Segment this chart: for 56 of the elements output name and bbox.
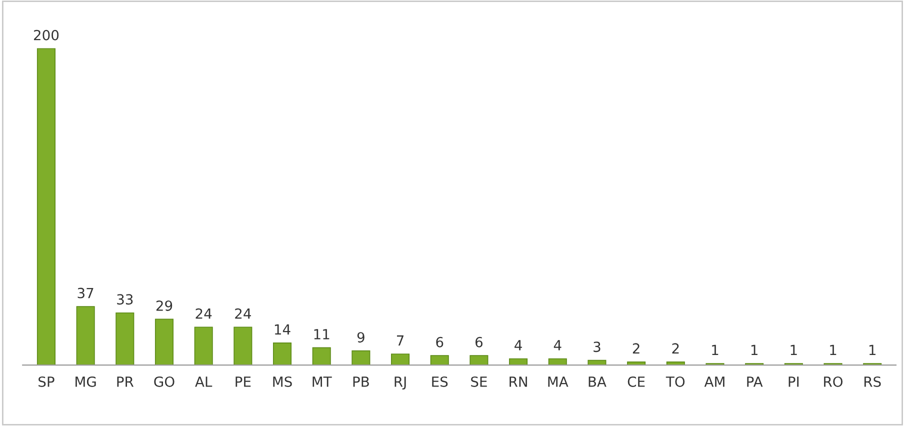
x-tick-label: PI <box>788 376 799 387</box>
data-label: 29 <box>156 300 172 311</box>
data-label: 37 <box>78 288 94 298</box>
bar <box>194 326 213 366</box>
data-label: 1 <box>712 344 718 356</box>
bar <box>272 342 292 366</box>
data-label: 33 <box>117 294 133 305</box>
x-tick-label: RJ <box>394 376 406 390</box>
bar <box>234 326 252 366</box>
data-label: 1 <box>869 344 876 356</box>
x-tick-label: RO <box>824 376 843 387</box>
data-label: 1 <box>751 344 758 356</box>
bar <box>430 355 449 366</box>
x-tick-label: SP <box>38 376 54 387</box>
bar <box>312 347 331 366</box>
data-label: 11 <box>314 329 330 340</box>
data-label: 4 <box>554 340 562 350</box>
x-tick-label: BA <box>588 376 606 387</box>
x-tick-label: ES <box>432 376 448 387</box>
x-tick-label: PA <box>747 376 763 387</box>
x-tick-label: GO <box>154 376 174 387</box>
bar <box>352 350 370 366</box>
data-label: 3 <box>594 342 600 352</box>
x-tick-label: MA <box>548 376 568 387</box>
x-tick-label: RS <box>864 376 881 387</box>
data-label: 6 <box>476 336 482 348</box>
x-tick-label: TO <box>666 376 685 387</box>
data-label: 9 <box>357 332 364 343</box>
bar <box>470 355 488 366</box>
x-tick-label: AL <box>195 376 212 387</box>
bar <box>391 354 410 366</box>
x-tick-label: MT <box>312 376 332 387</box>
bar <box>36 48 56 366</box>
x-tick-label: PR <box>117 376 134 387</box>
bar <box>154 318 174 366</box>
data-label: 6 <box>436 336 444 348</box>
x-tick-label: MG <box>76 376 96 387</box>
data-label: 200 <box>34 30 59 40</box>
x-tick-label: AM <box>704 376 724 387</box>
data-label: 1 <box>830 344 836 356</box>
data-label: 24 <box>196 308 212 319</box>
x-tick-label: RN <box>510 376 527 387</box>
x-tick-label: PE <box>236 376 251 387</box>
data-label: 2 <box>632 343 640 354</box>
data-label: 24 <box>235 308 251 319</box>
data-label: 4 <box>514 340 522 350</box>
x-tick-label: CE <box>628 376 645 387</box>
data-label: 2 <box>672 343 679 354</box>
bar <box>76 306 95 366</box>
x-tick-label: MS <box>273 376 292 387</box>
data-label: 14 <box>274 324 290 334</box>
bar <box>116 312 134 366</box>
data-label: 7 <box>397 335 404 346</box>
x-tick-label: PB <box>353 376 369 387</box>
x-tick-label: SE <box>471 376 487 387</box>
data-label: 1 <box>790 344 797 356</box>
